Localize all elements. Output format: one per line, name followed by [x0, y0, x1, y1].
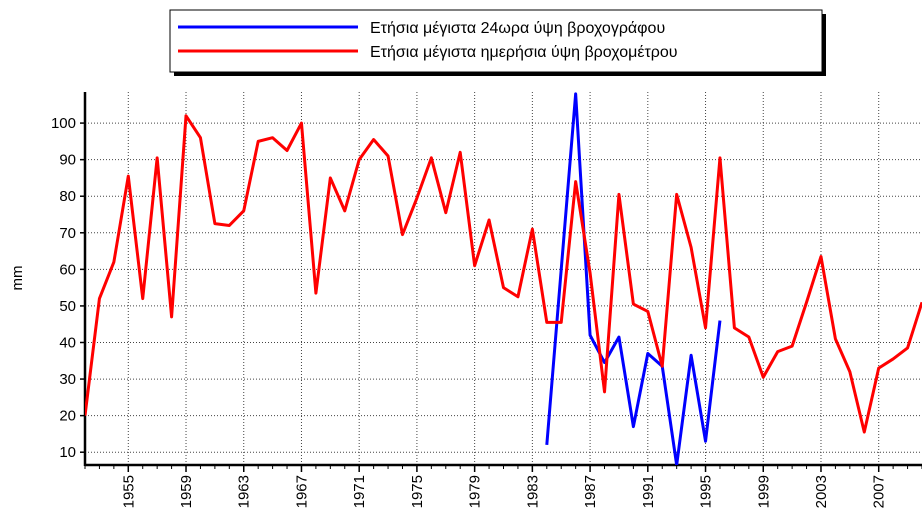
legend	[169, 9, 823, 73]
x-tick-label: 1987	[582, 475, 599, 508]
x-tick-label: 1979	[467, 475, 484, 508]
x-tick-label: 2003	[813, 475, 830, 508]
x-tick-label: 1963	[236, 475, 253, 508]
y-tick-label: 50	[59, 298, 76, 315]
y-tick-label: 100	[51, 115, 76, 132]
x-tick-label: 1999	[755, 475, 772, 508]
y-tick-label: 90	[59, 152, 76, 169]
y-tick-label: 70	[59, 225, 76, 242]
x-tick-label: 1991	[640, 475, 657, 508]
x-tick-label: 1967	[293, 475, 310, 508]
legend-label: Ετήσια μέγιστα 24ωρα ύψη βροχογράφου	[370, 20, 665, 37]
x-tick-label: 1959	[178, 475, 195, 508]
x-tick-label: 1971	[351, 475, 368, 508]
y-tick-label: 30	[59, 371, 76, 388]
x-tick-label: 1955	[120, 475, 137, 508]
data-line	[85, 114, 922, 434]
y-tick-label: 60	[59, 261, 76, 278]
x-tick-label: 2007	[871, 475, 888, 508]
y-tick-label: 80	[59, 188, 76, 205]
y-tick-label: 10	[59, 444, 76, 461]
data-line	[545, 92, 722, 465]
y-tick-label: 40	[59, 334, 76, 351]
x-tick-label: 1975	[409, 475, 426, 508]
y-tick-label: 20	[59, 408, 76, 425]
legend-label: Ετήσια μέγιστα ημερήσια ύψη βροχομέτρου	[370, 44, 678, 61]
x-tick-label: 1983	[524, 475, 541, 508]
y-axis-label: mm	[9, 266, 26, 291]
x-tick-label: 1995	[698, 475, 715, 508]
